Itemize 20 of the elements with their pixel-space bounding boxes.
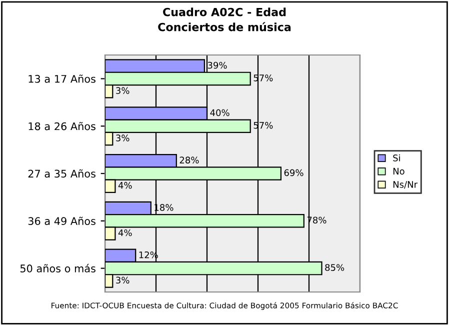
data-label: 69% [284, 169, 304, 176]
data-label: 4% [118, 182, 132, 189]
legend-label: No [393, 168, 404, 175]
legend-label: Si [393, 154, 400, 162]
chart-subtitle: Conciertos de música [158, 22, 291, 32]
y-tick-label: 13 a 17 Años [28, 74, 96, 83]
chart-title: Cuadro A02C - Edad [163, 8, 286, 16]
data-label: 3% [116, 276, 130, 284]
data-label: 40% [210, 109, 230, 116]
data-label: 3% [116, 134, 130, 142]
y-tick-label: 27 a 35 Años [28, 169, 96, 178]
data-label: 3% [116, 87, 130, 94]
y-tick-label: 36 a 49 Años [28, 216, 96, 226]
legend-label: Ns/Nr [393, 181, 418, 189]
data-label: 39% [208, 62, 227, 69]
data-label: 28% [180, 156, 199, 164]
data-label: 85% [325, 264, 344, 271]
y-tick-label: 50 años o más [20, 264, 96, 272]
data-label: 4% [118, 229, 132, 236]
y-tick-label: 18 a 26 Años [28, 122, 96, 130]
